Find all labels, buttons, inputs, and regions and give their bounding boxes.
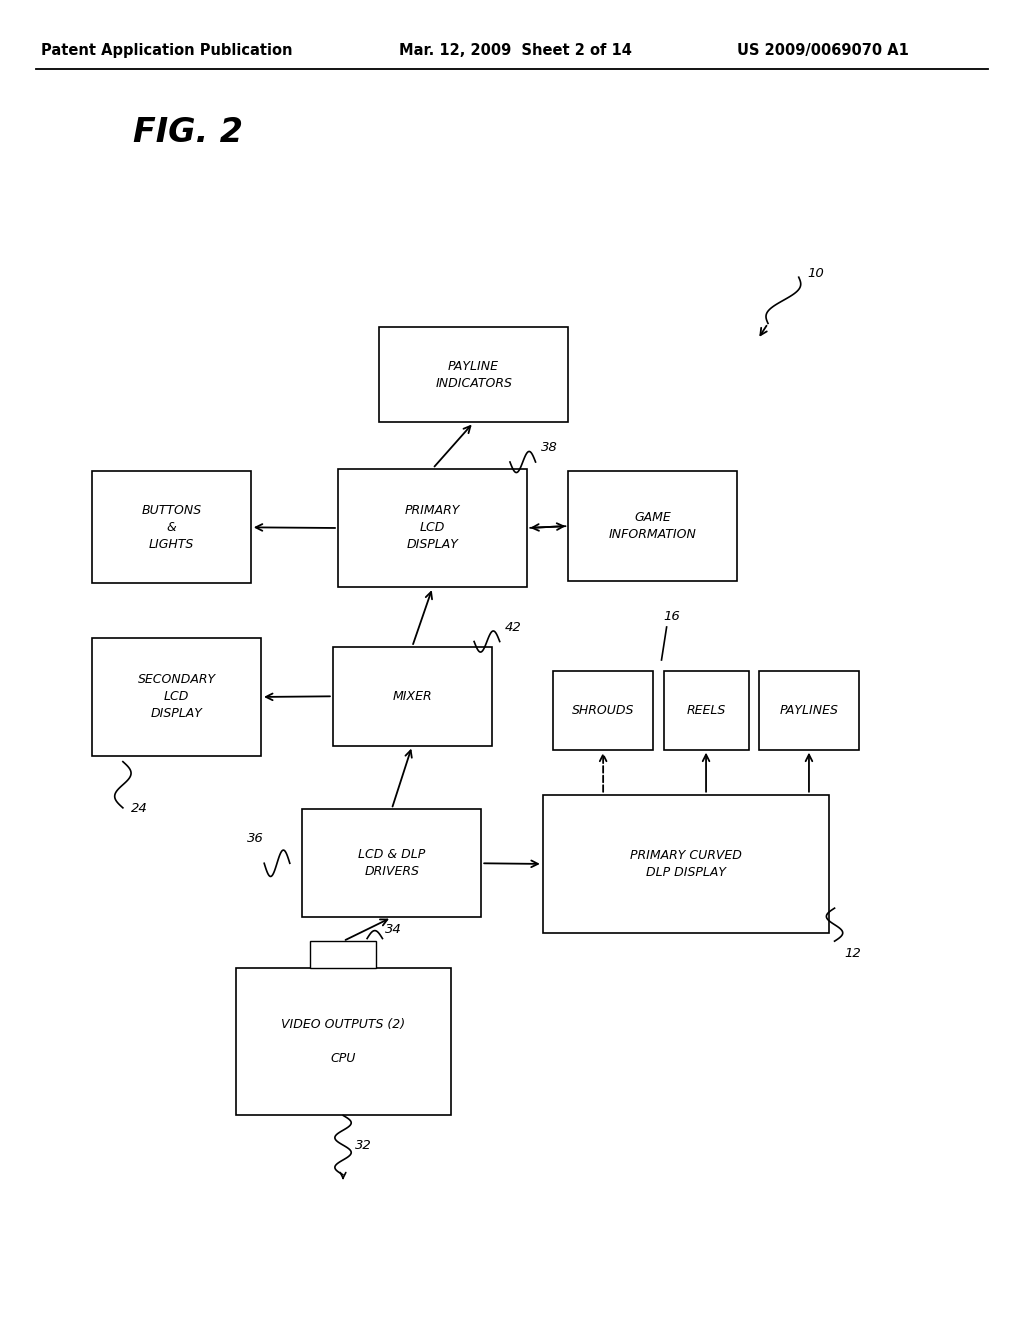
Text: 42: 42	[505, 620, 521, 634]
Text: 36: 36	[247, 832, 263, 845]
Bar	[568, 471, 737, 581]
Text: PAYLINE
INDICATORS: PAYLINE INDICATORS	[435, 360, 512, 389]
Text: VIDEO OUTPUTS (2)

CPU: VIDEO OUTPUTS (2) CPU	[281, 1018, 406, 1065]
Text: US 2009/0069070 A1: US 2009/0069070 A1	[737, 42, 909, 58]
Text: LCD & DLP
DRIVERS: LCD & DLP DRIVERS	[358, 849, 425, 878]
Bar	[759, 671, 859, 750]
Text: GAME
INFORMATION: GAME INFORMATION	[609, 511, 696, 541]
Text: SHROUDS: SHROUDS	[572, 704, 634, 717]
Text: 10: 10	[807, 267, 823, 280]
Text: 12: 12	[845, 946, 861, 960]
Bar	[92, 471, 251, 583]
Text: 38: 38	[541, 441, 557, 454]
Bar	[553, 671, 653, 750]
Text: REELS: REELS	[686, 704, 726, 717]
Bar	[379, 327, 568, 422]
Text: 34: 34	[385, 923, 401, 936]
Text: 24: 24	[131, 801, 147, 814]
Text: Patent Application Publication: Patent Application Publication	[41, 42, 293, 58]
Text: MIXER: MIXER	[392, 690, 432, 702]
Bar	[333, 647, 492, 746]
Text: PRIMARY
LCD
DISPLAY: PRIMARY LCD DISPLAY	[404, 504, 461, 552]
Bar	[664, 671, 749, 750]
Bar	[309, 941, 377, 968]
Text: SECONDARY
LCD
DISPLAY: SECONDARY LCD DISPLAY	[137, 673, 216, 721]
Bar	[338, 469, 527, 587]
Text: 32: 32	[355, 1139, 372, 1152]
Text: PRIMARY CURVED
DLP DISPLAY: PRIMARY CURVED DLP DISPLAY	[630, 849, 742, 879]
Text: 16: 16	[664, 610, 680, 623]
Text: BUTTONS
&
LIGHTS: BUTTONS & LIGHTS	[141, 504, 202, 550]
Bar	[236, 968, 451, 1115]
Text: FIG. 2: FIG. 2	[133, 116, 243, 149]
Text: PAYLINES: PAYLINES	[779, 704, 839, 717]
Bar	[92, 638, 261, 756]
Bar	[543, 795, 829, 933]
Bar	[302, 809, 481, 917]
Text: Mar. 12, 2009  Sheet 2 of 14: Mar. 12, 2009 Sheet 2 of 14	[399, 42, 632, 58]
